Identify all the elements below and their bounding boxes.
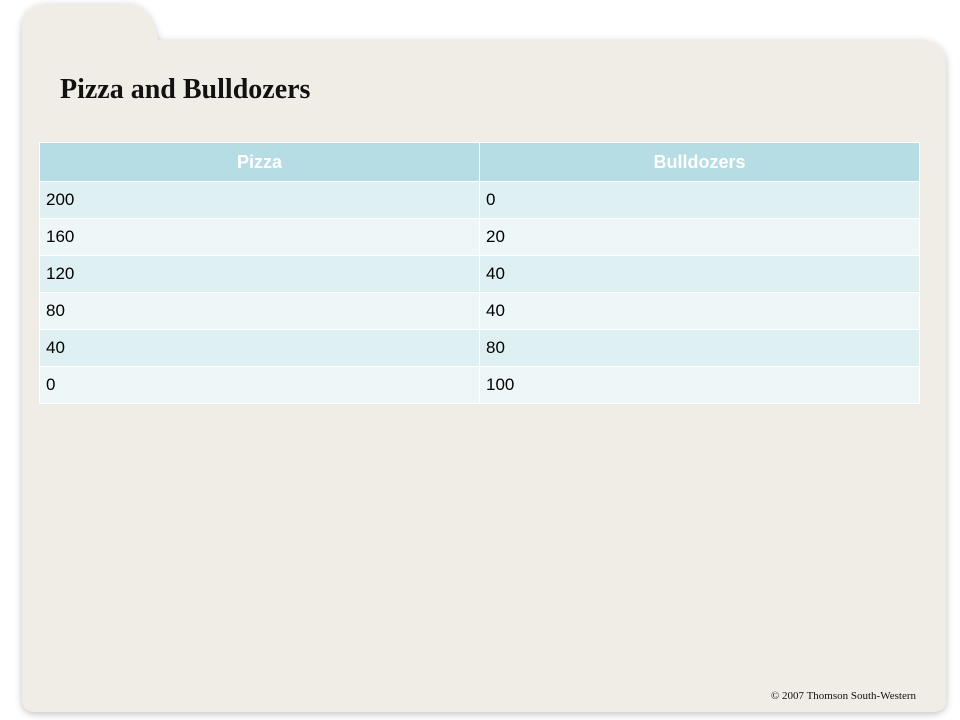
cell-pizza: 0 [39, 366, 480, 404]
table-row: 80 40 [39, 292, 920, 330]
copyright-notice: © 2007 Thomson South-Western [770, 690, 916, 702]
pizza-bulldozer-table: Pizza Bulldozers 200 0 160 20 120 40 80 … [39, 142, 920, 404]
cell-pizza: 80 [39, 292, 480, 330]
table-row: 40 80 [39, 329, 920, 367]
table-row: 0 100 [39, 366, 920, 404]
cell-pizza: 120 [39, 255, 480, 293]
table-row: 200 0 [39, 181, 920, 219]
cell-pizza: 40 [39, 329, 480, 367]
cell-pizza: 200 [39, 181, 480, 219]
table-header-row: Pizza Bulldozers [39, 142, 920, 182]
table-row: 160 20 [39, 218, 920, 256]
cell-bulldozers: 100 [479, 366, 920, 404]
cell-pizza: 160 [39, 218, 480, 256]
cell-bulldozers: 20 [479, 218, 920, 256]
cell-bulldozers: 0 [479, 181, 920, 219]
cell-bulldozers: 40 [479, 292, 920, 330]
table-row: 120 40 [39, 255, 920, 293]
cell-bulldozers: 80 [479, 329, 920, 367]
cell-bulldozers: 40 [479, 255, 920, 293]
header-pizza: Pizza [39, 142, 480, 182]
header-bulldozers: Bulldozers [479, 142, 920, 182]
slide-title: Pizza and Bulldozers [60, 74, 311, 105]
